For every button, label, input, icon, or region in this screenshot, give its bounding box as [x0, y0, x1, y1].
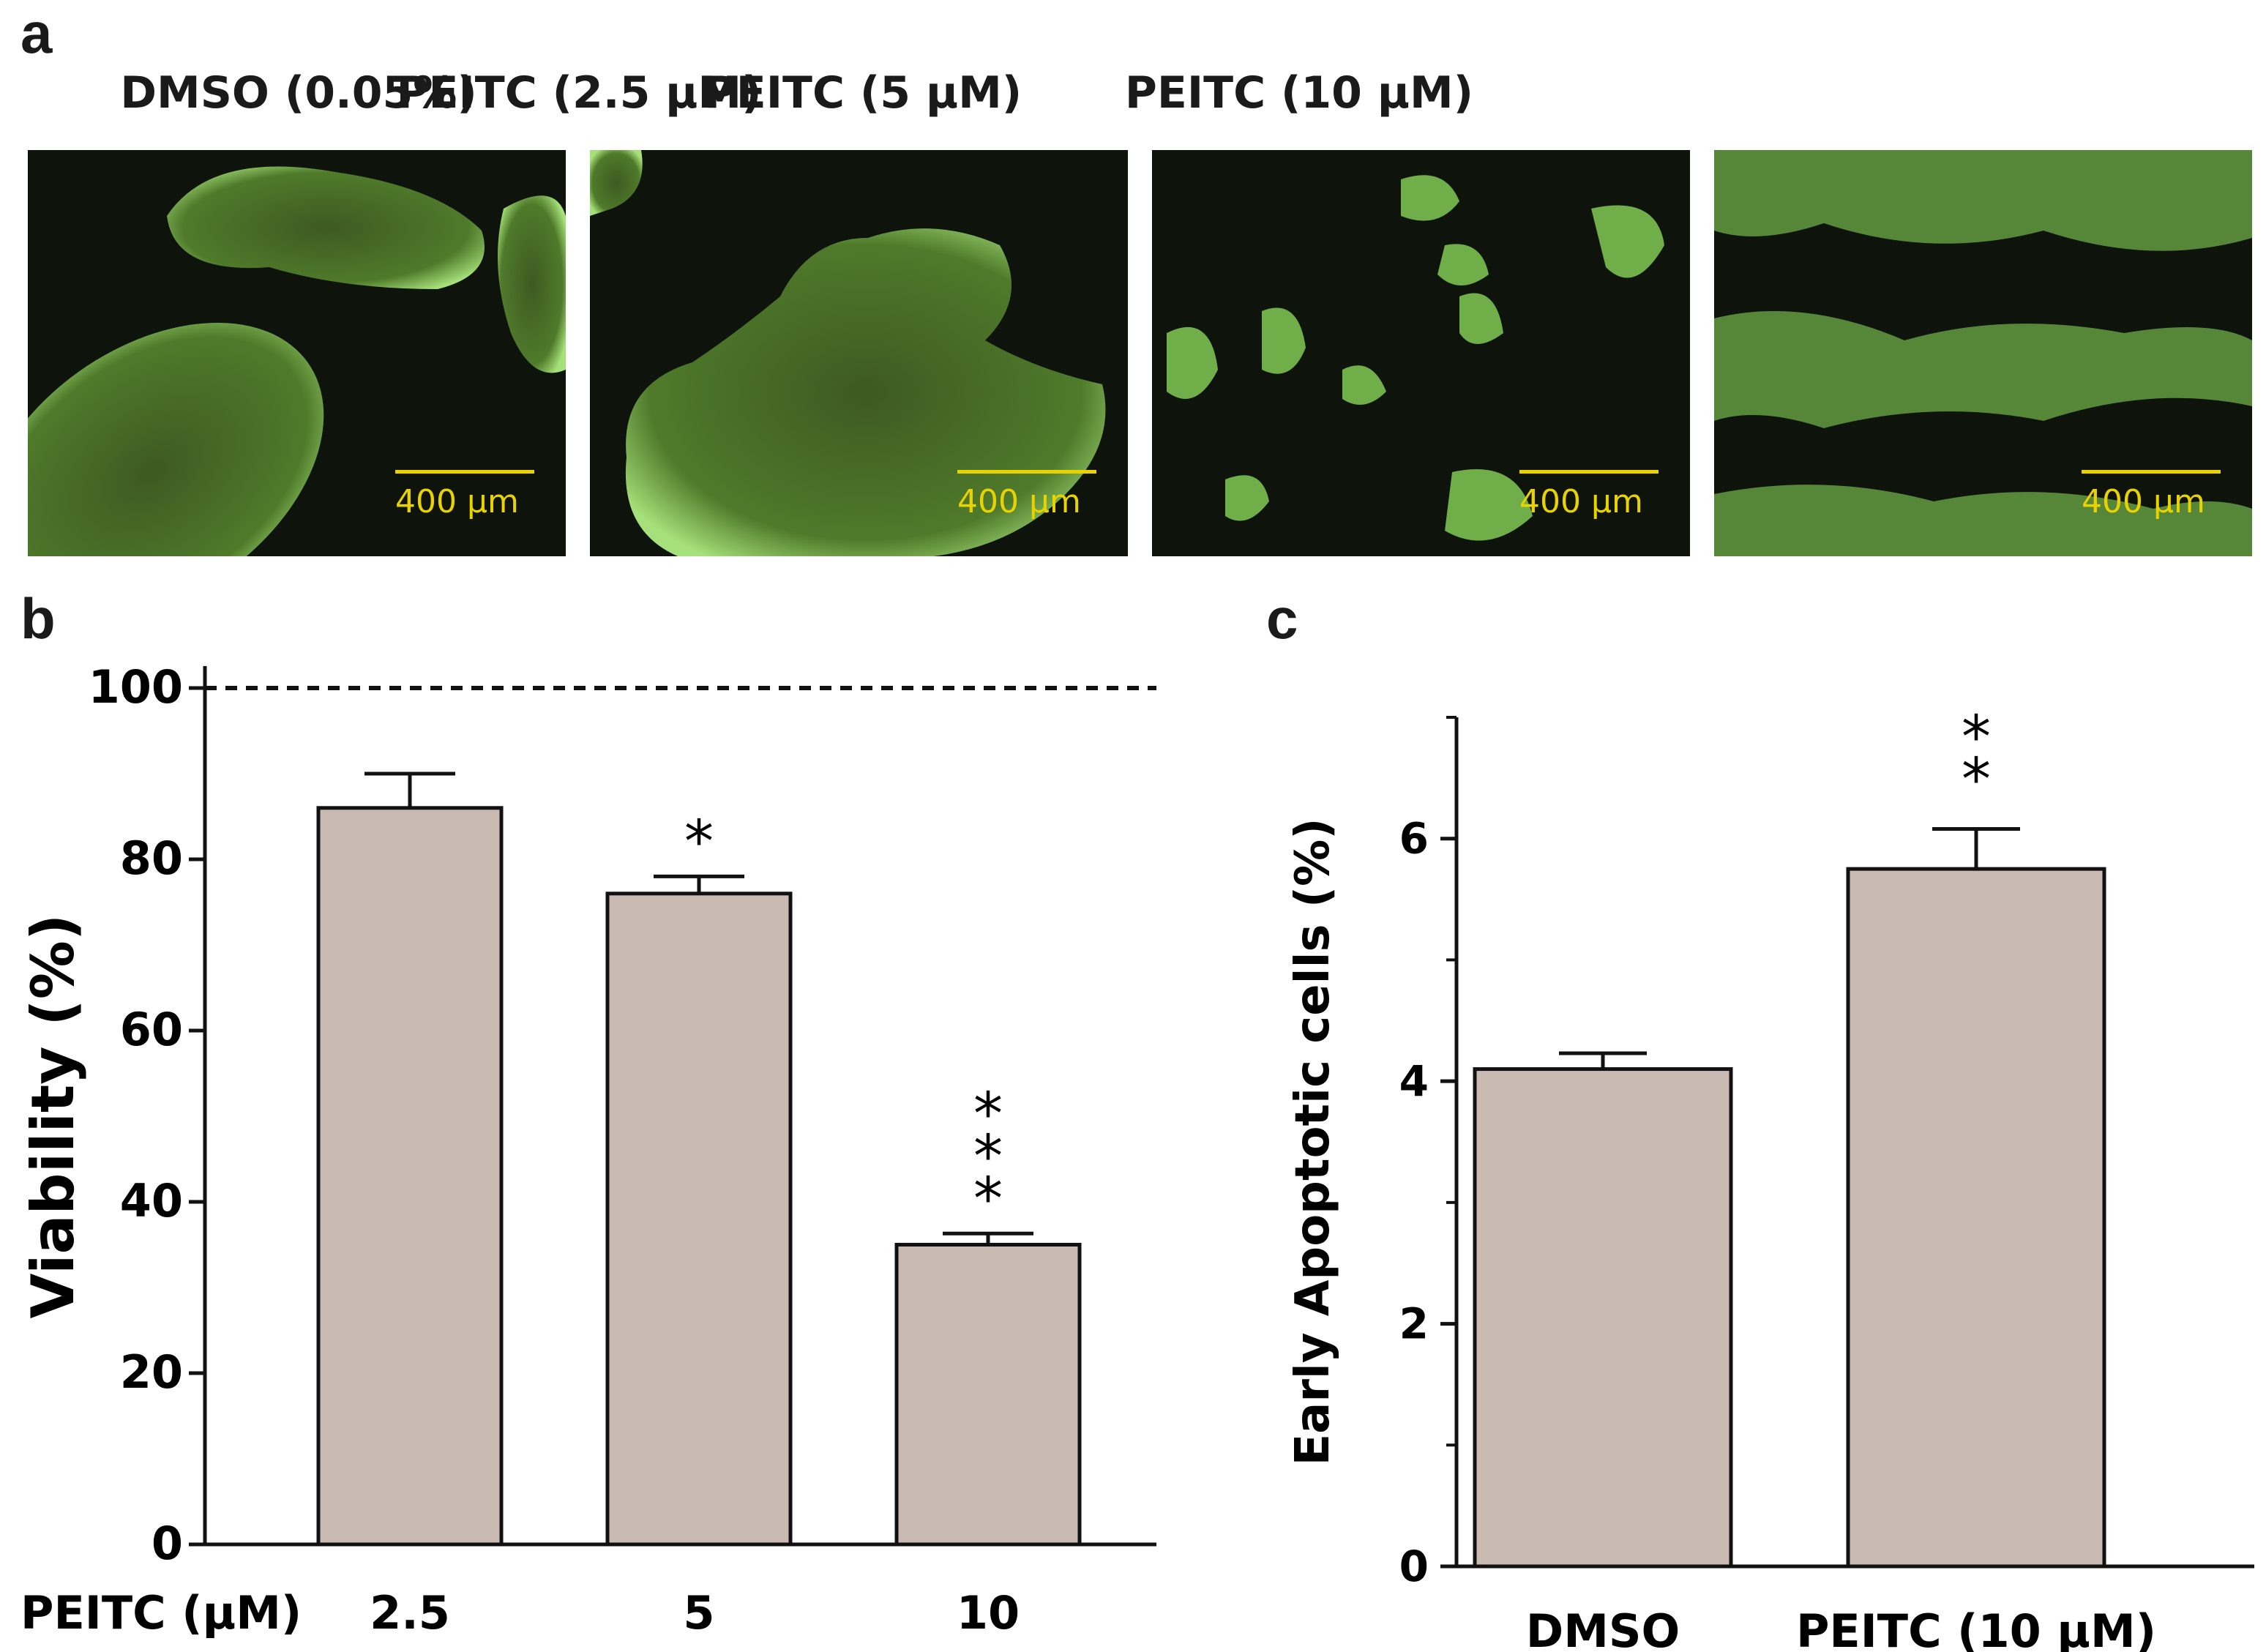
panel-a-letter: a [20, 1, 53, 65]
x-tick-label: DMSO [1526, 1604, 1680, 1652]
scale-label-dmso: 400 μm [395, 483, 519, 520]
significance-marker: * [973, 1122, 1003, 1190]
bar [894, 1243, 1082, 1547]
significance-marker: * [1962, 703, 1991, 771]
bar [605, 892, 793, 1547]
image-title-peitc-10: PEITC (10 μM) [1124, 67, 1474, 119]
micrograph-peitc-10 [1714, 150, 2252, 556]
micrograph-dmso [28, 150, 566, 556]
scale-label-peitc-10: 400 μm [2082, 483, 2205, 520]
bar [1473, 1067, 1733, 1569]
micrograph-peitc-2-5 [590, 150, 1128, 556]
scale-bar-peitc-10 [2082, 470, 2221, 474]
x-tick-label: 5 [683, 1586, 714, 1640]
y-tick-label: 60 [120, 1003, 183, 1056]
y-tick-label: 40 [120, 1174, 183, 1227]
significance-marker: * [684, 807, 714, 875]
scale-bar-dmso [395, 470, 534, 474]
y-tick-label: 0 [152, 1517, 183, 1570]
x-axis-label: PEITC (μM) [20, 1586, 302, 1640]
bar [316, 806, 504, 1547]
y-tick-label: 2 [1399, 1299, 1429, 1349]
bar [1846, 867, 2106, 1569]
micrograph-peitc-2-5-image [590, 150, 1106, 556]
panel-b-letter: b [20, 586, 56, 651]
micrograph-peitc-5-image [1167, 175, 1664, 541]
image-title-dmso: DMSO (0.05%) [120, 67, 477, 119]
scale-bar-peitc-5 [1519, 470, 1659, 474]
y-tick-label: 100 [89, 660, 183, 714]
y-tick-label: 80 [120, 831, 183, 885]
y-axis-label: Viability (%) [19, 914, 87, 1319]
y-axis-label: Early Apoptotic cells (%) [1286, 818, 1340, 1465]
micrograph-dmso-image [28, 166, 566, 556]
micrograph-peitc-5 [1152, 150, 1690, 556]
y-tick-label: 0 [1399, 1541, 1429, 1591]
significance-marker: * [973, 1165, 1003, 1233]
x-tick-label: 2.5 [370, 1586, 450, 1640]
micrograph-peitc-10-image [1714, 150, 2252, 556]
scale-label-peitc-2-5: 400 μm [957, 483, 1081, 520]
apoptosis-chart: 0 2 4 6 DMSO ** PEITC (10 μM) Early Apoptotic c… [1286, 703, 2254, 1652]
significance-marker: * [973, 1080, 1003, 1148]
scale-label-peitc-5: 400 μm [1519, 483, 1643, 520]
y-tick-label: 6 [1399, 814, 1429, 864]
y-tick-label: 4 [1399, 1056, 1429, 1106]
y-tick-label: 20 [120, 1345, 183, 1399]
image-title-peitc-2-5: PEITC (2.5 μM) [396, 67, 762, 119]
panel-c-letter: c [1266, 586, 1298, 651]
significance-marker: * [1962, 745, 1991, 813]
x-tick-label: 10 [957, 1586, 1020, 1640]
x-tick-label: PEITC (10 μM) [1796, 1604, 2156, 1652]
image-title-peitc-5: PEITC (5 μM) [703, 67, 1022, 119]
scale-bar-peitc-2-5 [957, 470, 1096, 474]
